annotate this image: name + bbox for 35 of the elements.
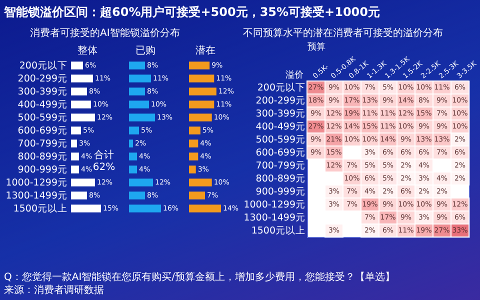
y-tick-label: 1300-1499元 — [6, 190, 68, 202]
y-tick-label: 500-599元 — [18, 112, 68, 124]
y-tick-label: 200-299元 — [18, 74, 68, 84]
x-axis-title: 整体 — [78, 44, 98, 56]
y-tick-label: 900-999元 — [256, 186, 306, 198]
y-tick-label: 800-899元 — [18, 152, 68, 162]
chart-subtitle: 消费者可接受的AI智能锁溢价分布 — [30, 26, 180, 40]
y-tick-label: 1300-1499元 — [244, 212, 306, 224]
y-tick-label: 600-699元 — [256, 148, 306, 158]
x-axis-title: 预算 — [308, 41, 326, 52]
y-tick-label: 300-399元 — [256, 108, 306, 120]
y-tick-label: 1000-1299元 — [244, 200, 306, 210]
y-tick-label: 400-499元 — [256, 122, 306, 132]
y-tick-label: 1500元以上 — [251, 224, 306, 236]
y-tick-label: 1000-1299元 — [6, 178, 68, 188]
annotation: 合计62% — [92, 150, 116, 174]
y-tick-label: 500-599元 — [256, 134, 306, 146]
y-axis-title: 溢价 — [286, 70, 304, 80]
y-tick-label: 700-799元 — [18, 138, 68, 150]
chart-title: 不同预算水平的潜在消费者可接受的溢价分布 — [243, 26, 444, 39]
y-tick-label: 200元以下 — [19, 60, 68, 72]
x-axis-title: 潜在 — [196, 44, 216, 56]
y-tick-label: 1500元以上 — [13, 202, 68, 214]
y-tick-label: 800-899元 — [256, 174, 306, 184]
y-tick-label: 700-799元 — [256, 160, 306, 172]
x-axis-title: 已购 — [136, 46, 156, 56]
y-tick-label: 400-499元 — [18, 100, 68, 110]
text: 智能锁溢价区间：超60%用户可接受+500元，35%可接受+1000元 — [4, 4, 380, 21]
y-tick-label: 600-699元 — [18, 126, 68, 136]
source-note: 来源：消费者调研数据 — [4, 284, 105, 297]
text: Q：您觉得一款AI智能锁在您原有购买/预算金额上，增加多少费用，您能接受？【单选】 — [4, 271, 396, 284]
y-tick-label: 200-299元 — [256, 96, 306, 106]
y-tick-label: 300-399元 — [18, 86, 68, 98]
y-tick-label: 900-999元 — [18, 164, 68, 176]
y-tick-label: 200元以下 — [257, 82, 306, 94]
